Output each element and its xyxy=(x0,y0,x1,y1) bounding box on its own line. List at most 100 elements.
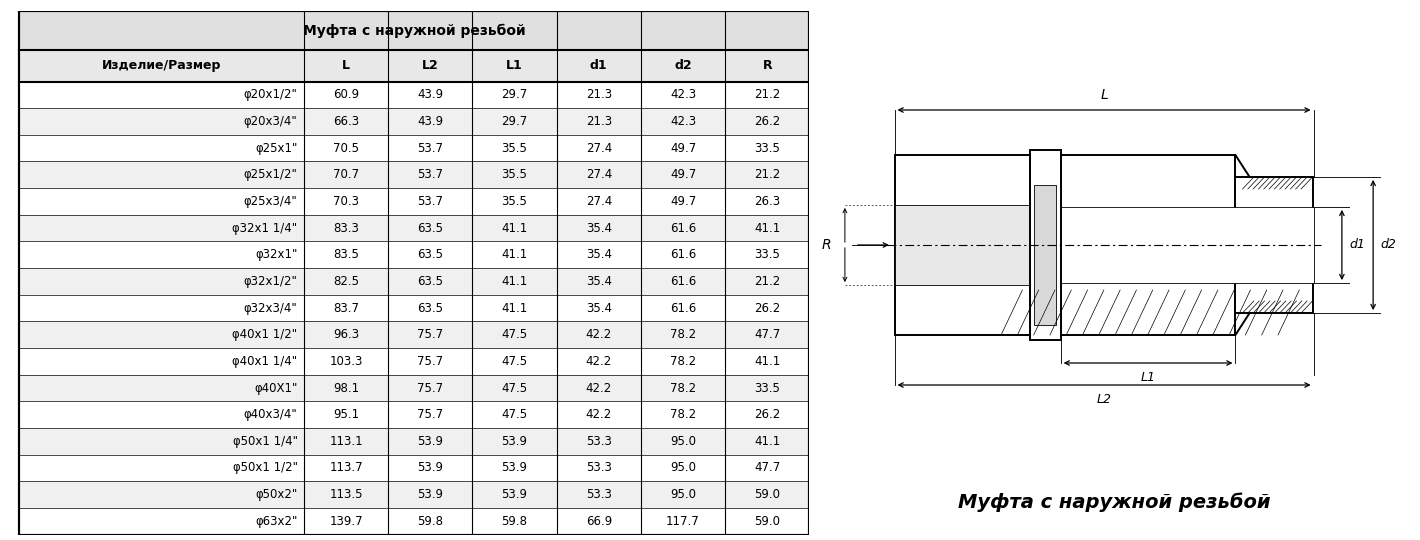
Bar xyxy=(1030,150,1061,340)
Text: 75.7: 75.7 xyxy=(417,355,443,368)
Text: 35.4: 35.4 xyxy=(586,301,612,315)
Text: 33.5: 33.5 xyxy=(754,382,780,395)
Text: 27.4: 27.4 xyxy=(585,168,612,181)
Text: φ32x1": φ32x1" xyxy=(256,248,298,261)
Text: 59.8: 59.8 xyxy=(417,515,443,528)
Text: 21.2: 21.2 xyxy=(754,275,781,288)
Text: 113.7: 113.7 xyxy=(329,462,364,475)
Bar xyxy=(18,428,809,455)
Text: 49.7: 49.7 xyxy=(670,168,696,181)
Text: 113.1: 113.1 xyxy=(329,435,364,448)
Text: 83.3: 83.3 xyxy=(334,221,359,234)
Text: 66.3: 66.3 xyxy=(334,115,359,128)
Text: 53.7: 53.7 xyxy=(417,141,443,154)
Bar xyxy=(18,135,809,161)
Text: φ32x1/2": φ32x1/2" xyxy=(244,275,298,288)
Text: 26.2: 26.2 xyxy=(754,115,781,128)
Bar xyxy=(18,508,809,535)
Text: 41.1: 41.1 xyxy=(754,355,781,368)
Text: 53.9: 53.9 xyxy=(501,488,528,501)
Text: 41.1: 41.1 xyxy=(501,301,528,315)
Text: 53.9: 53.9 xyxy=(417,488,443,501)
Text: 61.6: 61.6 xyxy=(670,248,696,261)
Text: 49.7: 49.7 xyxy=(670,141,696,154)
Text: 78.2: 78.2 xyxy=(670,355,696,368)
Text: 95.1: 95.1 xyxy=(334,408,359,421)
Text: L2: L2 xyxy=(1096,393,1112,406)
Text: 70.7: 70.7 xyxy=(334,168,359,181)
Text: L1: L1 xyxy=(1140,371,1156,384)
Text: 83.5: 83.5 xyxy=(334,248,359,261)
Bar xyxy=(18,321,809,348)
Text: 33.5: 33.5 xyxy=(754,248,780,261)
Text: 95.0: 95.0 xyxy=(670,462,696,475)
Text: 42.2: 42.2 xyxy=(585,355,612,368)
Text: φ40x1 1/4": φ40x1 1/4" xyxy=(233,355,298,368)
Text: 53.9: 53.9 xyxy=(501,435,528,448)
Text: 61.6: 61.6 xyxy=(670,301,696,315)
Text: 41.1: 41.1 xyxy=(501,248,528,261)
Text: 63.5: 63.5 xyxy=(417,221,443,234)
Bar xyxy=(18,348,809,375)
Text: φ25x3/4": φ25x3/4" xyxy=(244,195,298,208)
Text: 53.7: 53.7 xyxy=(417,168,443,181)
Text: 41.1: 41.1 xyxy=(501,221,528,234)
Text: φ40x1 1/2": φ40x1 1/2" xyxy=(233,328,298,341)
Text: 35.4: 35.4 xyxy=(586,248,612,261)
Bar xyxy=(18,481,809,508)
Bar xyxy=(18,161,809,188)
Text: 42.2: 42.2 xyxy=(585,408,612,421)
Text: 47.5: 47.5 xyxy=(501,328,528,341)
Text: 47.5: 47.5 xyxy=(501,355,528,368)
Text: 53.3: 53.3 xyxy=(586,488,612,501)
Text: 61.6: 61.6 xyxy=(670,275,696,288)
Text: φ20x1/2": φ20x1/2" xyxy=(244,89,298,102)
Text: 41.1: 41.1 xyxy=(754,435,781,448)
Bar xyxy=(1034,185,1056,325)
Text: 47.5: 47.5 xyxy=(501,408,528,421)
Text: 61.6: 61.6 xyxy=(670,221,696,234)
Text: 42.3: 42.3 xyxy=(670,89,696,102)
Text: 26.2: 26.2 xyxy=(754,408,781,421)
Text: L2: L2 xyxy=(422,59,439,72)
Text: 59.8: 59.8 xyxy=(501,515,528,528)
Text: φ40x3/4": φ40x3/4" xyxy=(244,408,298,421)
Text: 47.5: 47.5 xyxy=(501,382,528,395)
Text: φ25x1/2": φ25x1/2" xyxy=(244,168,298,181)
Text: 53.3: 53.3 xyxy=(586,462,612,475)
Text: 78.2: 78.2 xyxy=(670,382,696,395)
Text: 139.7: 139.7 xyxy=(329,515,364,528)
Text: d1: d1 xyxy=(1349,239,1365,252)
Bar xyxy=(18,82,809,108)
Text: Изделие/Размер: Изделие/Размер xyxy=(102,59,222,72)
Text: 78.2: 78.2 xyxy=(670,328,696,341)
Text: φ32x3/4": φ32x3/4" xyxy=(244,301,298,315)
Text: 26.3: 26.3 xyxy=(754,195,781,208)
Bar xyxy=(18,50,809,82)
Text: 75.7: 75.7 xyxy=(417,382,443,395)
Text: Муфта с наружной резьбой: Муфта с наружной резьбой xyxy=(302,23,525,38)
Text: 53.9: 53.9 xyxy=(501,462,528,475)
Text: 47.7: 47.7 xyxy=(754,328,781,341)
Text: 75.7: 75.7 xyxy=(417,408,443,421)
Text: 35.4: 35.4 xyxy=(586,221,612,234)
Text: φ20x3/4": φ20x3/4" xyxy=(244,115,298,128)
Text: 43.9: 43.9 xyxy=(417,115,443,128)
Text: 21.3: 21.3 xyxy=(585,89,612,102)
Text: 78.2: 78.2 xyxy=(670,408,696,421)
Text: 21.2: 21.2 xyxy=(754,89,781,102)
Text: 35.4: 35.4 xyxy=(586,275,612,288)
Text: 98.1: 98.1 xyxy=(334,382,359,395)
Text: 35.5: 35.5 xyxy=(501,195,527,208)
Text: φ63x2": φ63x2" xyxy=(256,515,298,528)
Bar xyxy=(18,295,809,321)
Bar xyxy=(18,268,809,295)
Bar xyxy=(895,155,1235,335)
Text: 113.5: 113.5 xyxy=(329,488,364,501)
Text: d1: d1 xyxy=(589,59,608,72)
Text: 42.2: 42.2 xyxy=(585,328,612,341)
Text: 42.3: 42.3 xyxy=(670,115,696,128)
Text: 29.7: 29.7 xyxy=(501,115,528,128)
Text: L: L xyxy=(342,59,351,72)
Text: 41.1: 41.1 xyxy=(501,275,528,288)
